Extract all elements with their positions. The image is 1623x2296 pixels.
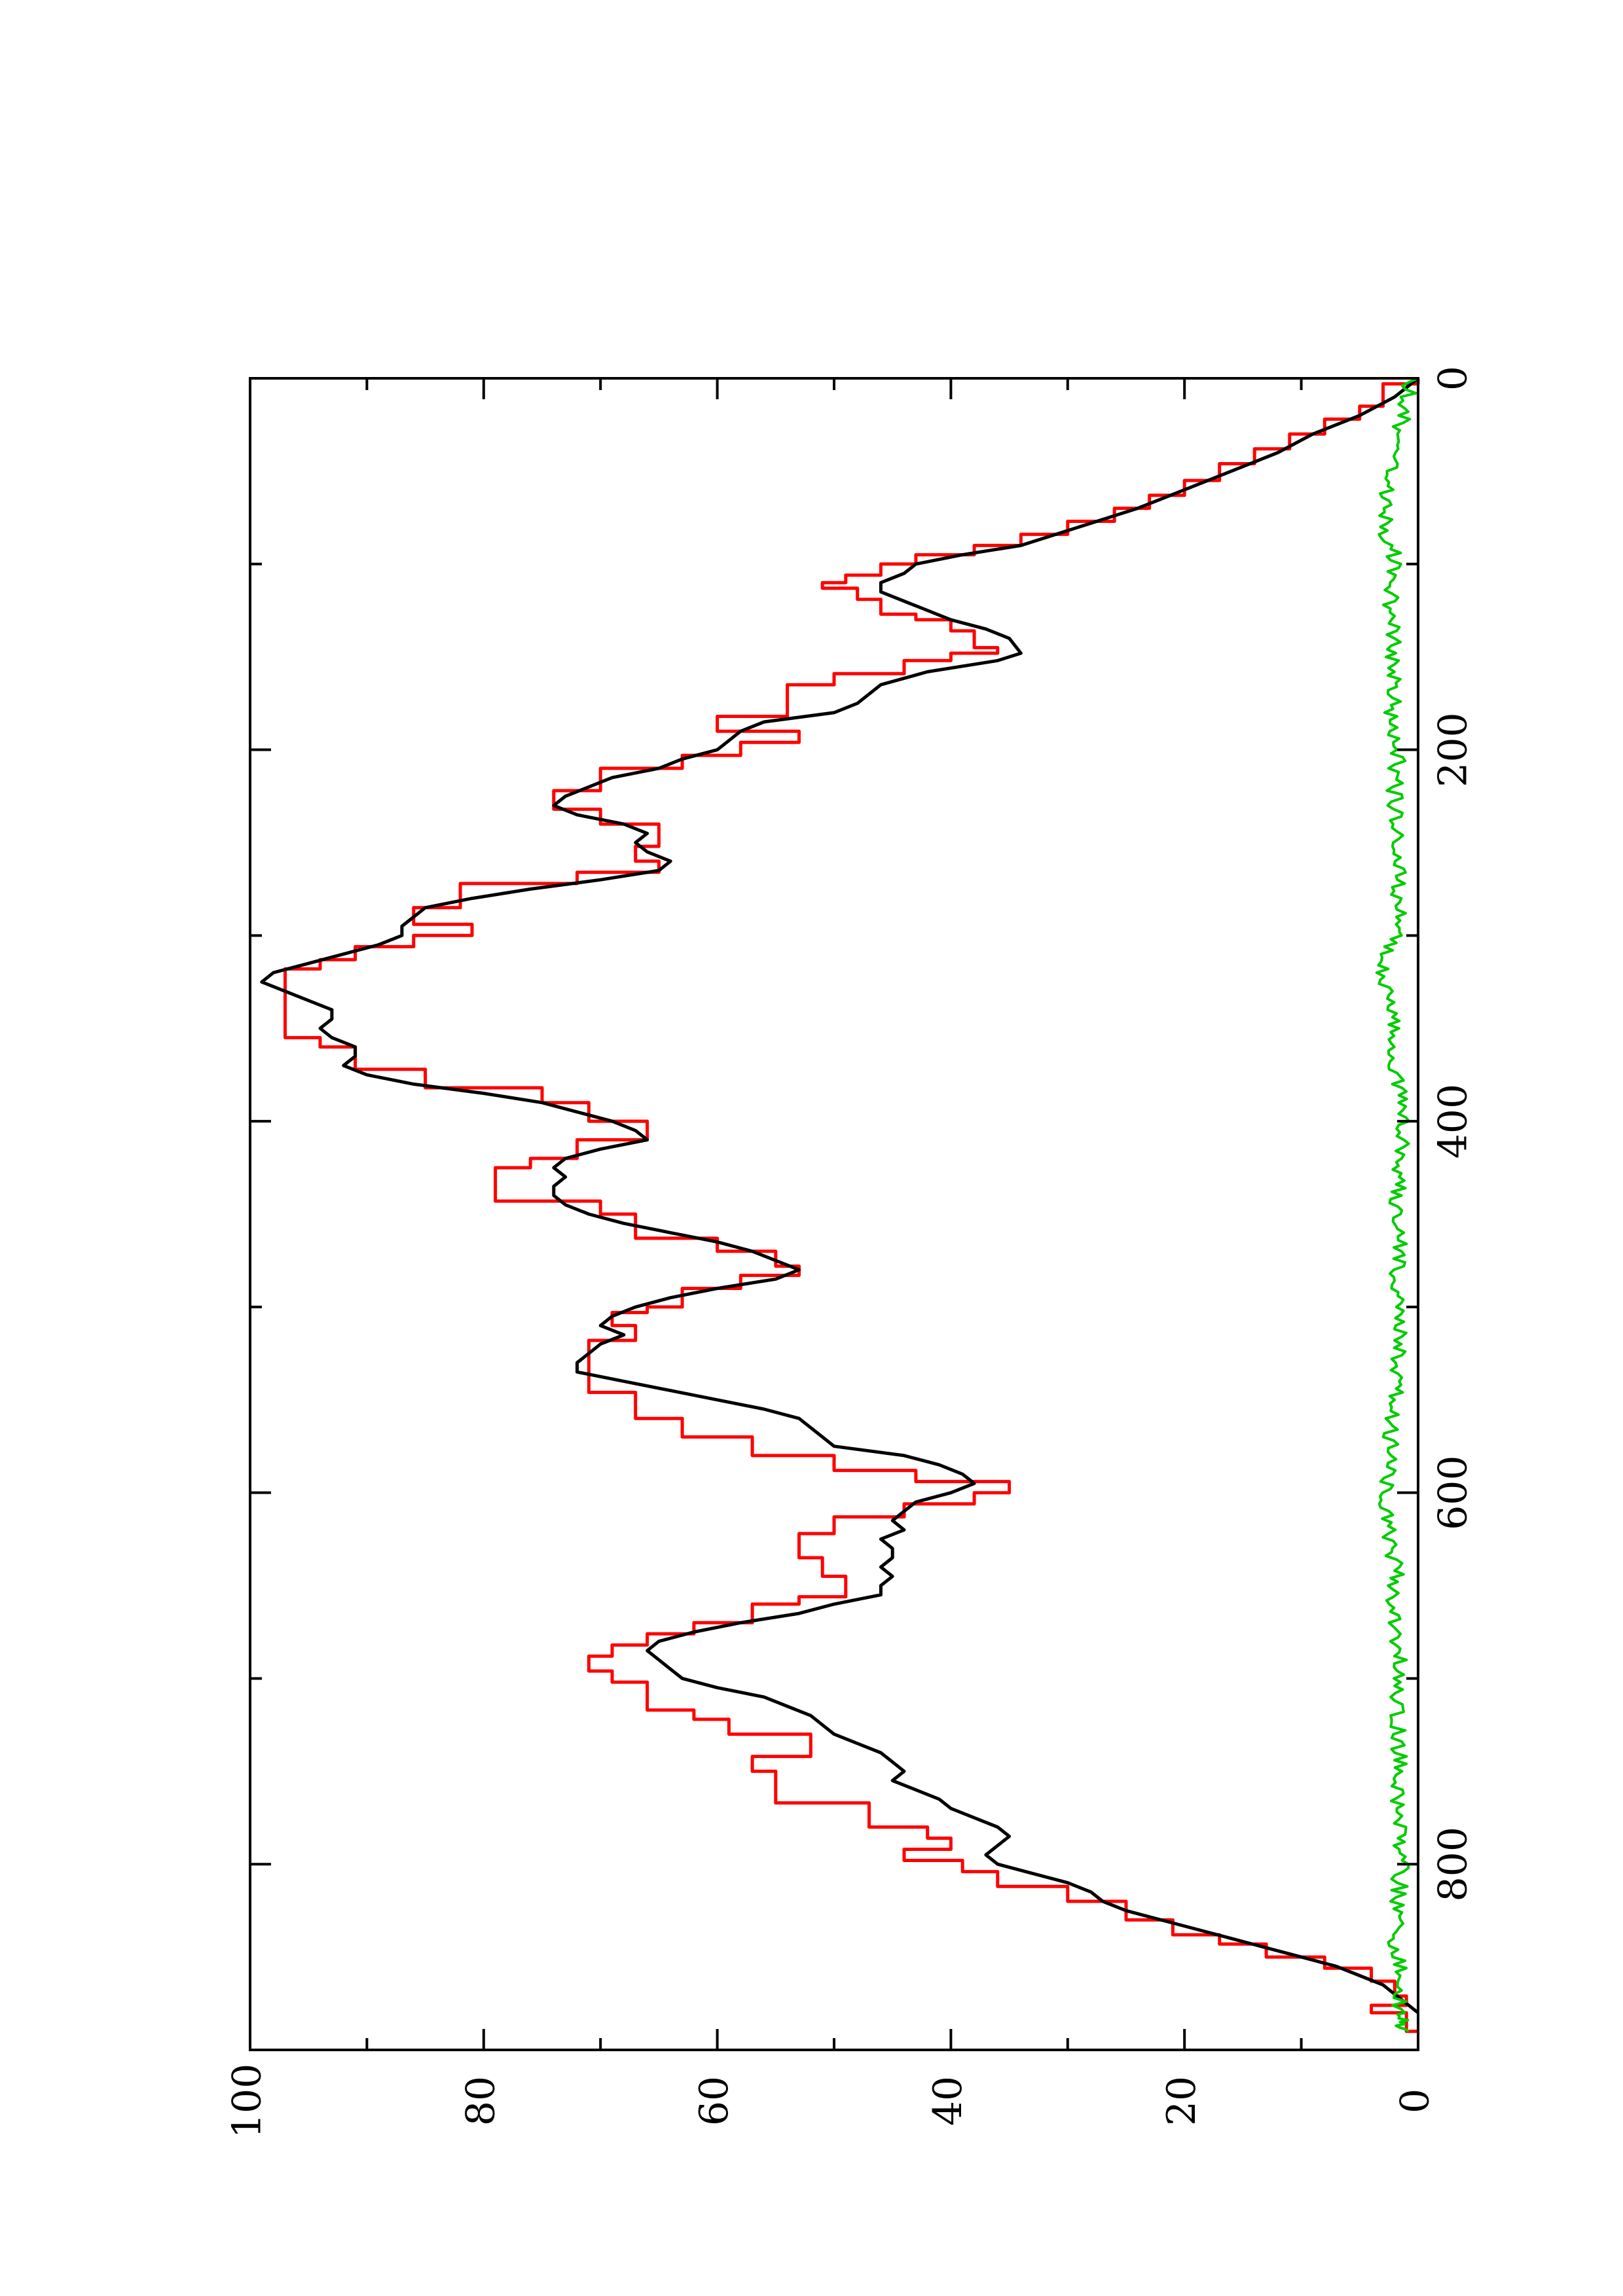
- axis-layer: 0 200 400 600 800 0 20 40 60 80 100: [225, 366, 1476, 2138]
- x-tick-label: 0: [1431, 366, 1476, 391]
- y-tick-label: 80: [458, 2076, 503, 2126]
- black-smooth-series: [260, 377, 1419, 2015]
- series-layer: [260, 377, 1420, 2034]
- green-noise-series: [1375, 377, 1419, 2033]
- y-tick-label: 60: [691, 2076, 737, 2126]
- x-tick-label: 600: [1431, 1455, 1476, 1530]
- y-tick-label: 0: [1393, 2089, 1438, 2113]
- x-tick-label: 800: [1431, 1827, 1476, 1902]
- x-tick-label: 200: [1431, 712, 1476, 787]
- plot-frame: [249, 377, 1419, 2051]
- y-tick-label: 20: [1159, 2076, 1205, 2126]
- y-tick-label: 100: [225, 2064, 270, 2139]
- y-tick-label: 40: [925, 2076, 971, 2126]
- x-tick-label: 400: [1431, 1084, 1476, 1159]
- red-step-series: [283, 378, 1420, 2034]
